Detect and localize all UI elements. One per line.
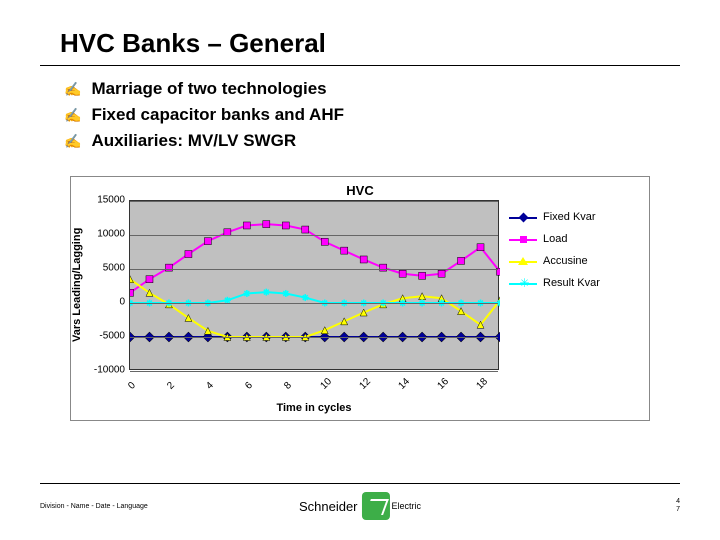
slide: HVC Banks – General ✍ Marriage of two tec… bbox=[0, 0, 720, 540]
x-tick: 18 bbox=[474, 376, 490, 392]
bullet-text: Fixed capacitor banks and AHF bbox=[91, 104, 344, 126]
y-tick: 15000 bbox=[97, 195, 125, 206]
legend: Fixed Kvar Load Accusine ✳ Result Kvar bbox=[499, 200, 639, 370]
x-tick: 16 bbox=[435, 376, 451, 392]
footer-logo: Schneider Electric bbox=[299, 492, 421, 520]
gridline bbox=[130, 337, 498, 338]
y-ticks: -10000-5000050001000015000 bbox=[89, 200, 129, 370]
legend-item: Accusine bbox=[509, 250, 639, 272]
x-tick: 14 bbox=[396, 376, 412, 392]
footer-left: Division - Name - Date - Language bbox=[40, 503, 148, 510]
plot-area bbox=[129, 200, 499, 370]
legend-swatch bbox=[509, 255, 537, 267]
gridline bbox=[130, 269, 498, 270]
gridline bbox=[130, 235, 498, 236]
bullet-item: ✍ Marriage of two technologies bbox=[64, 78, 680, 100]
y-axis-label: Vars Leading/Lagging bbox=[71, 200, 89, 370]
x-tick: 8 bbox=[282, 380, 294, 392]
x-tick: 10 bbox=[318, 376, 334, 392]
legend-label: Accusine bbox=[543, 255, 588, 267]
legend-item: Fixed Kvar bbox=[509, 206, 639, 228]
x-axis-label: Time in cycles bbox=[129, 402, 499, 414]
y-tick: 5000 bbox=[103, 263, 125, 274]
bullet-item: ✍ Fixed capacitor banks and AHF bbox=[64, 104, 680, 126]
slide-title: HVC Banks – General bbox=[60, 28, 680, 59]
divider-top bbox=[40, 65, 680, 66]
legend-label: Fixed Kvar bbox=[543, 211, 596, 223]
x-tick: 6 bbox=[243, 380, 255, 392]
legend-swatch bbox=[509, 211, 537, 223]
logo-subtext: Electric bbox=[392, 501, 422, 511]
gridline bbox=[130, 303, 498, 304]
bullet-text: Auxiliaries: MV/LV SWGR bbox=[91, 130, 296, 152]
chart-svg bbox=[130, 201, 500, 371]
legend-swatch bbox=[509, 233, 537, 245]
x-tick: 4 bbox=[204, 380, 216, 392]
y-tick: -5000 bbox=[99, 331, 125, 342]
bullet-text: Marriage of two technologies bbox=[91, 78, 326, 100]
bullet-icon: ✍ bbox=[64, 130, 81, 152]
logo-badge-icon bbox=[362, 492, 390, 520]
page-number: 47 bbox=[676, 498, 680, 514]
bullet-icon: ✍ bbox=[64, 104, 81, 126]
bullet-list: ✍ Marriage of two technologies ✍ Fixed capa… bbox=[64, 78, 680, 152]
bullet-icon: ✍ bbox=[64, 78, 81, 100]
chart: HVC Vars Leading/Lagging -10000 -5000 0 500… bbox=[70, 176, 650, 421]
x-ticks: 0 2 4 6 8 10 12 14 16 18 bbox=[129, 370, 499, 400]
legend-item: Load bbox=[509, 228, 639, 250]
y-tick: 10000 bbox=[97, 229, 125, 240]
legend-item: ✳ Result Kvar bbox=[509, 272, 639, 294]
legend-label: Result Kvar bbox=[543, 277, 600, 289]
divider-bottom bbox=[40, 483, 680, 484]
x-tick: 2 bbox=[165, 380, 177, 392]
y-tick: -10000 bbox=[94, 365, 125, 376]
logo-text: Schneider bbox=[299, 499, 358, 514]
x-tick: 0 bbox=[126, 380, 138, 392]
legend-label: Load bbox=[543, 233, 567, 245]
chart-title: HVC bbox=[71, 183, 649, 198]
legend-swatch: ✳ bbox=[509, 277, 537, 289]
gridline bbox=[130, 201, 498, 202]
y-tick: 0 bbox=[119, 297, 125, 308]
x-tick: 12 bbox=[357, 376, 373, 392]
bullet-item: ✍ Auxiliaries: MV/LV SWGR bbox=[64, 130, 680, 152]
